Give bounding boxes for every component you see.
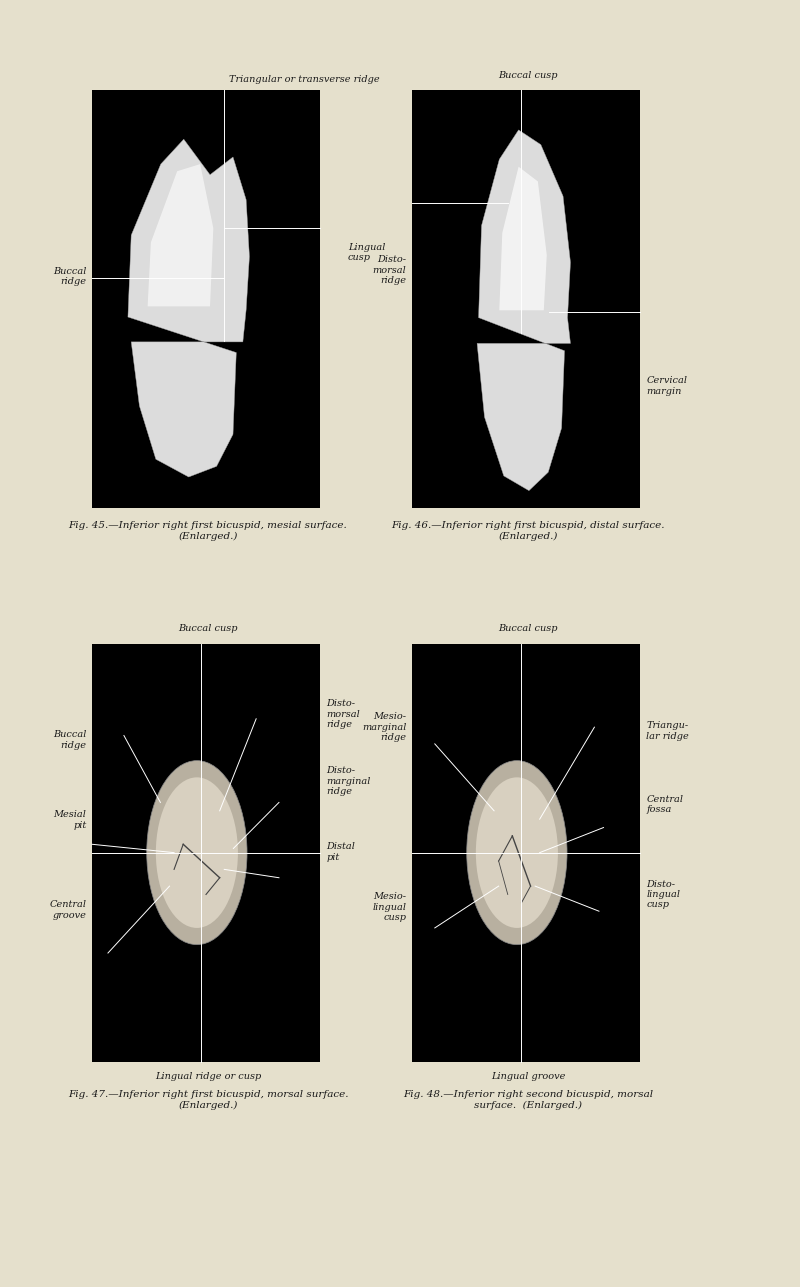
Bar [412, 90, 640, 508]
Text: Lingual
cusp: Lingual cusp [348, 242, 386, 263]
Text: Disto-
morsal
ridge: Disto- morsal ridge [326, 699, 360, 730]
Text: Triangu-
lar ridge: Triangu- lar ridge [646, 721, 689, 741]
Text: Fig. 48.—Inferior right second bicuspid, morsal
surface.  (Enlarged.): Fig. 48.—Inferior right second bicuspid,… [403, 1090, 653, 1109]
Ellipse shape [476, 777, 558, 928]
Bar [92, 90, 320, 508]
Text: Disto-
morsal
ridge: Disto- morsal ridge [373, 255, 406, 286]
Text: Cervical
margin: Cervical margin [646, 376, 687, 396]
Polygon shape [499, 167, 546, 310]
Text: Lingual ridge or cusp: Lingual ridge or cusp [155, 1072, 261, 1081]
Text: Distal
pit: Distal pit [326, 842, 355, 862]
Text: Buccal
ridge: Buccal ridge [53, 266, 86, 287]
Bar [92, 644, 320, 1062]
Text: Disto-
lingual
cusp: Disto- lingual cusp [646, 879, 681, 910]
Text: Central
groove: Central groove [50, 900, 86, 920]
Ellipse shape [466, 761, 567, 945]
Text: Central
fossa: Central fossa [646, 794, 683, 815]
Polygon shape [148, 165, 214, 306]
Ellipse shape [146, 761, 247, 945]
Text: Fig. 46.—Inferior right first bicuspid, distal surface.
(Enlarged.): Fig. 46.—Inferior right first bicuspid, … [391, 521, 665, 541]
Ellipse shape [156, 777, 238, 928]
Text: Disto-
marginal
ridge: Disto- marginal ridge [326, 766, 370, 797]
Text: Buccal
ridge: Buccal ridge [53, 730, 86, 750]
Text: Fig. 45.—Inferior right first bicuspid, mesial surface.
(Enlarged.): Fig. 45.—Inferior right first bicuspid, … [69, 521, 347, 541]
Text: Buccal cusp: Buccal cusp [498, 71, 558, 80]
Text: Lingual groove: Lingual groove [491, 1072, 565, 1081]
Polygon shape [477, 130, 570, 490]
Text: Buccal cusp: Buccal cusp [498, 624, 558, 633]
Text: Buccal cusp: Buccal cusp [178, 624, 238, 633]
Text: Triangular or transverse ridge: Triangular or transverse ridge [229, 75, 379, 84]
Text: Mesial
pit: Mesial pit [54, 810, 86, 830]
Text: Mesio-
lingual
cusp: Mesio- lingual cusp [372, 892, 406, 923]
Text: Mesio-
marginal
ridge: Mesio- marginal ridge [362, 712, 406, 743]
Polygon shape [128, 139, 250, 477]
Bar [412, 644, 640, 1062]
Text: Fig. 47.—Inferior right first bicuspid, morsal surface.
(Enlarged.): Fig. 47.—Inferior right first bicuspid, … [68, 1090, 348, 1109]
